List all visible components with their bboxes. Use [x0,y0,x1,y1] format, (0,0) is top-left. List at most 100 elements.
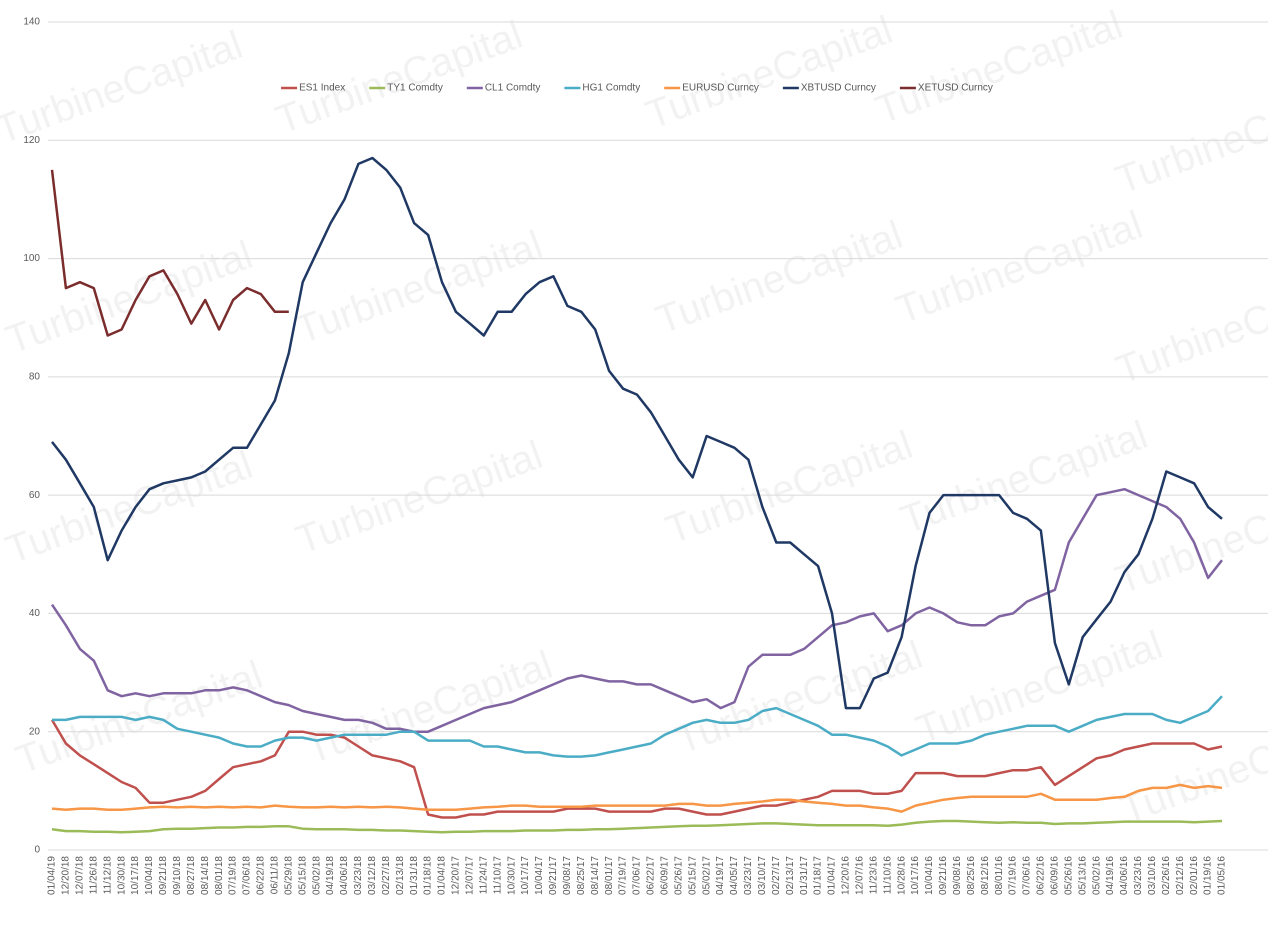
x-tick-label: 04/19/16 [1105,856,1116,895]
x-tick-label: 08/14/17 [590,856,601,895]
x-tick-label: 09/21/17 [548,856,559,895]
watermark: TurbineCapital [1115,703,1268,833]
y-tick-label: 100 [23,253,40,264]
y-tick-label: 80 [29,371,41,382]
x-tick-label: 10/04/16 [924,856,935,895]
x-tick-label: 04/06/16 [1119,856,1130,895]
x-tick-label: 07/06/16 [1022,856,1033,895]
x-tick-label: 02/01/16 [1189,856,1200,895]
x-tick-label: 05/29/18 [283,856,294,895]
x-tick-label: 08/01/16 [994,856,1005,895]
x-tick-label: 01/04/17 [827,856,838,895]
x-tick-label: 09/08/16 [952,856,963,895]
x-tick-label: 02/12/16 [1175,856,1186,895]
x-tick-label: 07/06/18 [242,856,253,895]
x-tick-label: 10/17/17 [520,856,531,895]
watermark: TurbineCapital [1110,73,1268,203]
x-tick-label: 12/20/17 [451,856,462,895]
x-tick-label: 12/20/16 [841,856,852,895]
legend-label: CL1 Comdty [485,83,541,94]
x-tick-label: 07/19/18 [228,856,239,895]
x-tick-label: 05/02/18 [311,856,322,895]
x-tick-label: 05/15/17 [687,856,698,895]
x-tick-label: 02/27/18 [381,856,392,895]
x-tick-label: 11/10/17 [492,856,503,895]
x-tick-label: 01/18/18 [423,856,434,895]
x-tick-label: 12/07/16 [854,856,865,895]
x-tick-label: 10/30/18 [116,856,127,895]
x-tick-label: 10/28/16 [896,856,907,895]
x-tick-label: 04/19/17 [715,856,726,895]
watermark: TurbineCapital [660,423,918,553]
x-tick-label: 04/06/18 [339,856,350,895]
x-tick-label: 02/13/17 [785,856,796,895]
x-tick-label: 08/14/18 [200,856,211,895]
series-line [50,487,1223,733]
x-tick-label: 06/11/18 [269,856,280,895]
x-tick-label: 02/27/17 [771,856,782,895]
legend-label: ES1 Index [299,83,345,94]
legend-label: TY1 Comdty [387,83,443,94]
x-tick-label: 05/26/17 [673,856,684,895]
x-tick-label: 09/10/18 [172,856,183,895]
series-line [50,169,289,337]
x-tick-label: 09/21/16 [938,856,949,895]
x-tick-label: 06/09/17 [659,856,670,895]
x-tick-label: 10/17/18 [130,856,141,895]
x-tick-label: 03/10/16 [1147,856,1158,895]
x-tick-label: 04/05/17 [729,856,740,895]
watermark: TurbineCapital [270,13,528,143]
watermark: TurbineCapital [650,213,908,343]
x-tick-label: 02/13/18 [395,856,406,895]
series-line [50,719,1223,819]
x-tick-label: 01/18/17 [813,856,824,895]
watermark: TurbineCapital [640,8,898,138]
x-tick-label: 05/26/16 [1063,856,1074,895]
x-tick-label: 01/31/17 [799,856,810,895]
watermark: TurbineCapital [0,443,258,573]
x-tick-label: 04/19/18 [325,856,336,895]
x-tick-label: 05/15/18 [297,856,308,895]
series-line [51,783,1223,813]
x-tick-label: 03/23/18 [353,856,364,895]
x-tick-label: 07/19/17 [618,856,629,895]
x-tick-label: 05/02/17 [701,856,712,895]
x-tick-label: 11/10/16 [882,856,893,895]
watermark: TurbineCapital [0,23,248,153]
y-tick-label: 0 [34,845,40,856]
y-tick-label: 120 [23,135,40,146]
legend-label: XBTUSD Curncy [801,83,876,94]
x-tick-label: 11/12/18 [102,856,113,895]
x-tick-label: 08/25/17 [576,856,587,895]
x-tick-label: 12/07/17 [464,856,475,895]
x-tick-label: 01/19/16 [1203,856,1214,895]
x-tick-label: 07/06/17 [632,856,643,895]
watermark: TurbineCapital [895,413,1153,543]
x-tick-label: 01/05/16 [1217,856,1228,895]
x-tick-label: 11/23/16 [868,856,879,895]
x-tick-label: 08/27/18 [186,856,197,895]
x-tick-label: 09/08/17 [562,856,573,895]
x-tick-label: 01/04/19 [47,856,58,895]
x-tick-label: 03/12/18 [367,856,378,895]
x-tick-label: 08/01/18 [214,856,225,895]
legend-label: EURUSD Curncy [682,83,759,94]
x-tick-label: 03/23/17 [743,856,754,895]
x-tick-label: 10/17/16 [910,856,921,895]
x-tick-label: 12/20/18 [61,856,72,895]
y-tick-label: 60 [29,490,41,501]
x-tick-label: 06/09/16 [1049,856,1060,895]
legend-label: XETUSD Curncy [918,83,993,94]
x-tick-label: 06/22/18 [256,856,267,895]
x-tick-label: 05/02/16 [1091,856,1102,895]
series-line [52,695,1223,758]
watermark: TurbineCapital [300,643,558,773]
x-tick-label: 01/31/18 [409,856,420,895]
x-tick-label: 06/22/17 [646,856,657,895]
x-tick-label: 06/22/16 [1036,856,1047,895]
x-tick-label: 03/23/16 [1133,856,1144,895]
y-tick-label: 140 [23,17,40,28]
legend-label: HG1 Comdty [582,83,640,94]
watermark: TurbineCapital [290,433,548,563]
